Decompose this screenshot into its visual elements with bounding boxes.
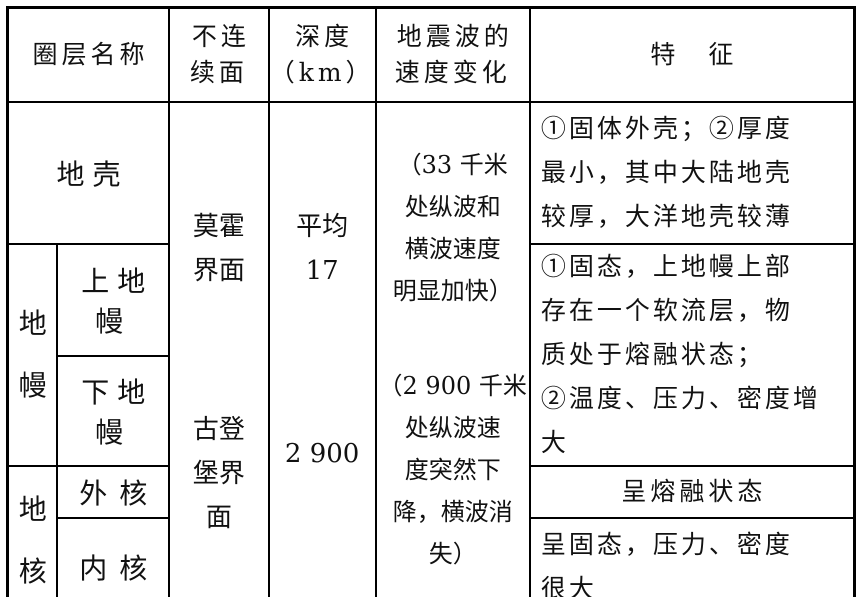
header-seismic-velocity: 地震波的 速度变化 xyxy=(374,6,531,103)
header-features: 特 征 xyxy=(528,6,856,103)
depth-moho-value: 平均 17 xyxy=(296,211,349,286)
cell-feature-outer-core: 呈熔融状态 xyxy=(528,464,856,519)
header-discontinuity: 不连 续面 xyxy=(168,6,270,103)
moho-discontinuity-label: 莫霍 界面 xyxy=(192,211,245,286)
cell-inner-core: 内核 xyxy=(56,516,171,597)
header-layer-name: 圈层名称 xyxy=(6,6,171,103)
cell-feature-inner-core: 呈固态，压力、密度 很大 xyxy=(528,516,856,597)
cell-discontinuity-column: 莫霍 界面 古登 堡界 面 xyxy=(168,100,270,597)
cell-depth-column: 平均 17 2 900 xyxy=(267,100,377,597)
cell-seismic-column: （33 千米 处纵波和 横波速度 明显加快） （2 900 千米 处纵波速 度突… xyxy=(374,100,531,597)
cell-feature-crust: ①固体外壳；②厚度 最小，其中大陆地壳 较厚，大洋地壳较薄 xyxy=(528,100,856,245)
row-outer-core: 地 核 外核 呈熔融状态 xyxy=(6,464,856,597)
row-inner-core: 内核 呈固态，压力、密度 很大 xyxy=(8,516,856,597)
row-crust: 地壳 莫霍 界面 古登 堡界 面 平均 17 2 900 （33 千米 处纵波和… xyxy=(6,100,856,597)
earth-layers-table: 圈层名称 不连 续面 深度 （km） 地震波的 速度变化 特 征 地壳 莫霍 界… xyxy=(6,6,856,597)
cell-core: 地 核 xyxy=(6,464,59,597)
seismic-change-33km: （33 千米 处纵波和 横波速度 明显加快） xyxy=(392,150,513,305)
gutenberg-discontinuity-label: 古登 堡界 面 xyxy=(192,415,245,534)
header-row: 圈层名称 不连 续面 深度 （km） 地震波的 速度变化 特 征 xyxy=(6,6,856,103)
cell-lower-mantle: 下地幔 xyxy=(56,354,171,467)
row-lower-mantle: 下地幔 xyxy=(8,354,855,467)
cell-upper-mantle: 上地幔 xyxy=(56,242,171,357)
row-upper-mantle: 地 幔 上地幔 ①固态，上地幔上部 存在一个软流层，物 质处于熔融状态； ②温度… xyxy=(6,242,856,467)
depth-gutenberg-value: 2 900 xyxy=(284,439,360,470)
cell-mantle: 地 幔 xyxy=(6,242,59,467)
cell-outer-core: 外核 xyxy=(56,464,171,519)
seismic-change-2900km: （2 900 千米 处纵波速 度突然下 降，横波消 失） xyxy=(378,371,527,568)
header-depth: 深度 （km） xyxy=(267,6,377,103)
cell-crust: 地壳 xyxy=(6,100,171,245)
cell-feature-mantle: ①固态，上地幔上部 存在一个软流层，物 质处于熔融状态； ②温度、压力、密度增大 xyxy=(528,242,856,467)
